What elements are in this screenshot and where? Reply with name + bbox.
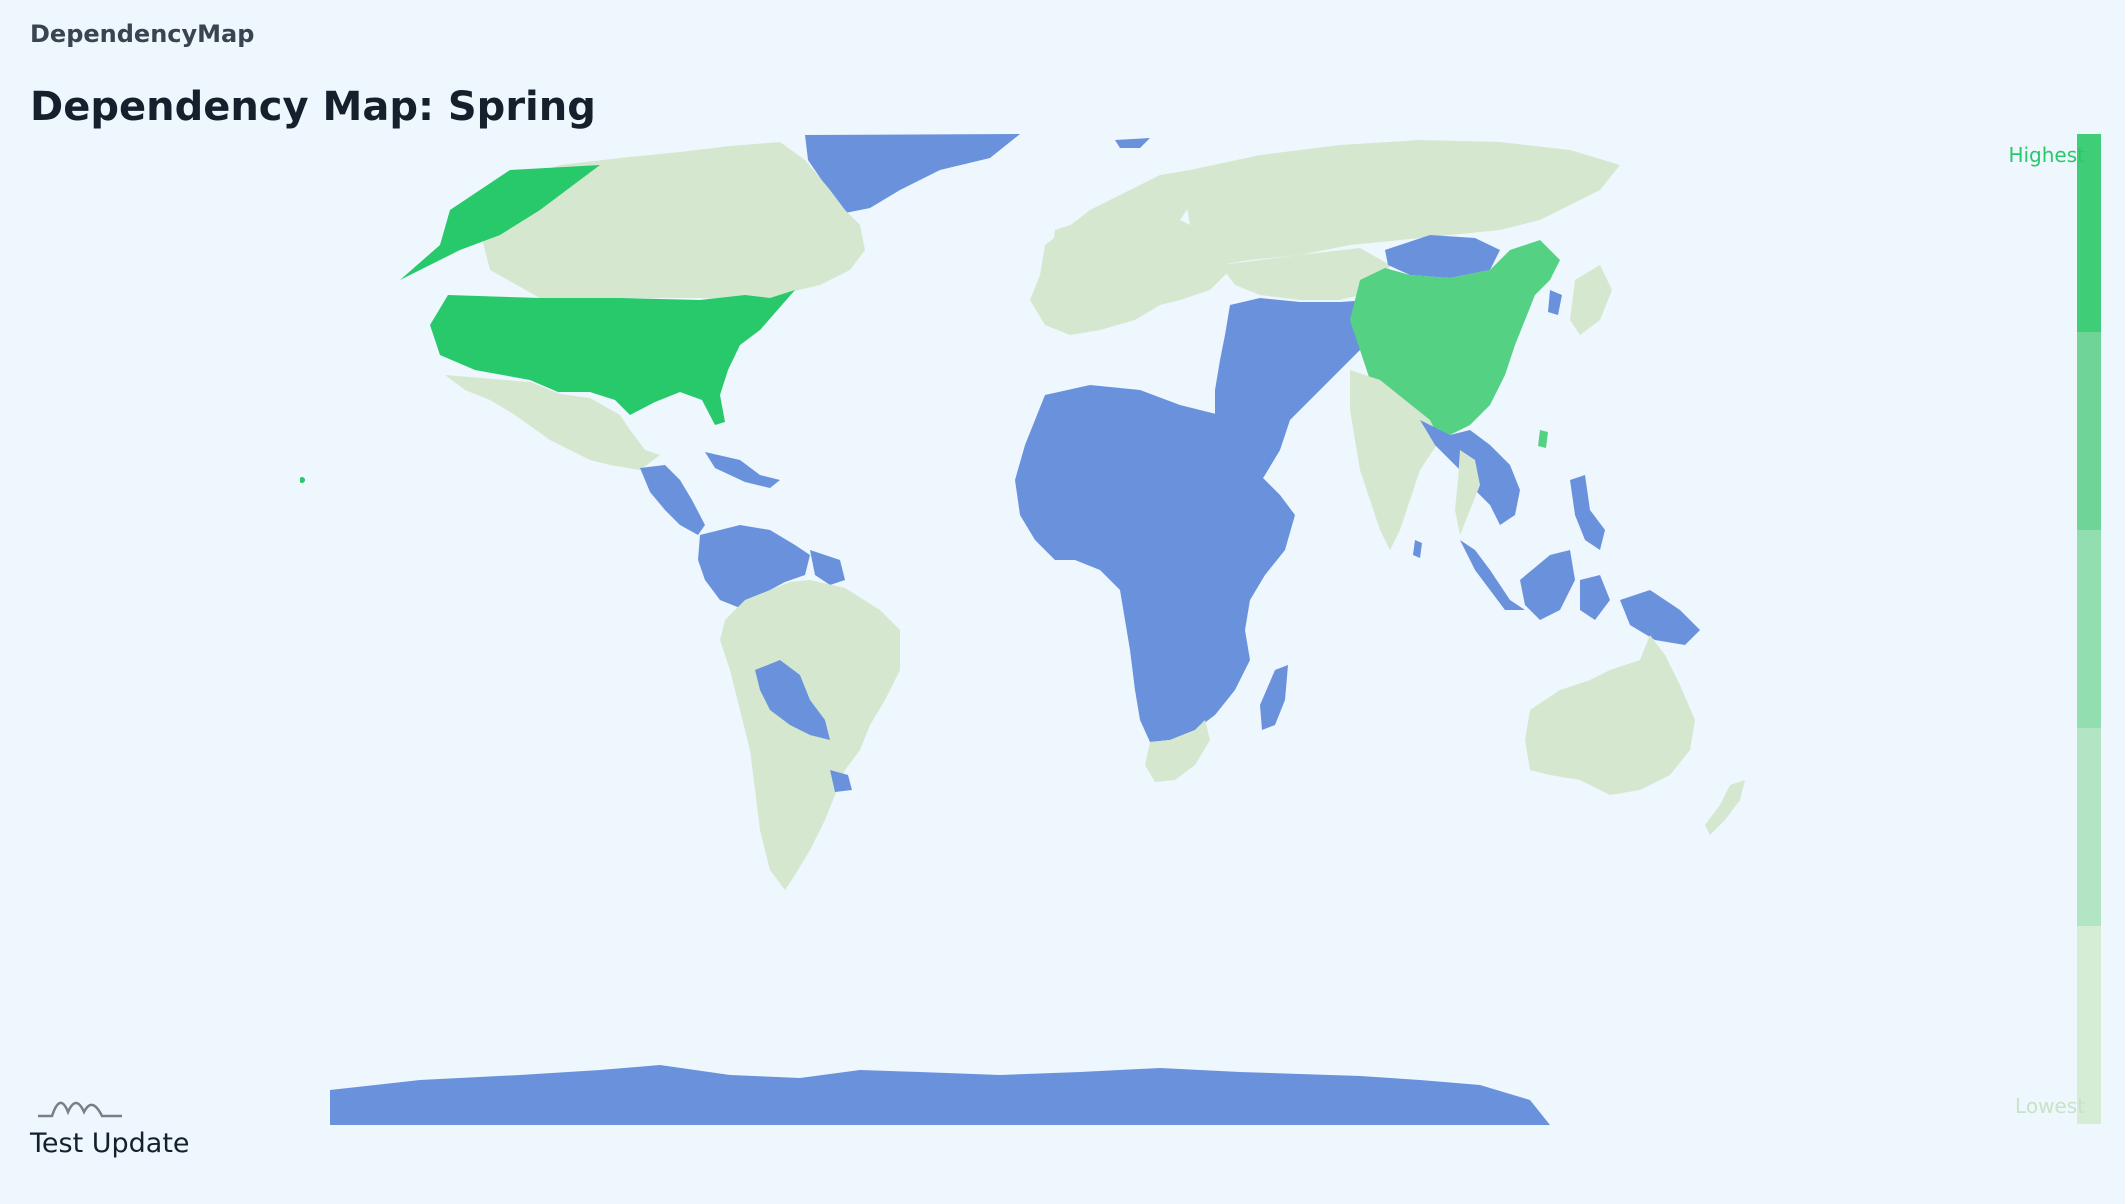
region-korea[interactable] bbox=[1548, 290, 1562, 315]
region-indonesia[interactable] bbox=[1460, 540, 1700, 645]
region-europe[interactable] bbox=[1030, 170, 1230, 335]
region-greenland[interactable] bbox=[805, 134, 1020, 215]
logo-wave-icon[interactable] bbox=[36, 1090, 124, 1120]
region-colombia-venezuela[interactable] bbox=[698, 525, 810, 608]
region-mexico[interactable] bbox=[445, 375, 660, 470]
legend-step-2 bbox=[2077, 332, 2101, 530]
region-alaska[interactable] bbox=[400, 165, 600, 280]
legend-low-label: Lowest bbox=[2015, 1094, 2085, 1118]
region-uk[interactable] bbox=[1052, 225, 1075, 260]
region-uruguay[interactable] bbox=[830, 770, 852, 792]
footer-test-update-label[interactable]: Test Update bbox=[30, 1128, 190, 1159]
region-madagascar[interactable] bbox=[1260, 665, 1288, 730]
page-title: Dependency Map: Spring bbox=[30, 84, 596, 130]
region-guianas[interactable] bbox=[810, 550, 845, 585]
legend-step-4 bbox=[2077, 728, 2101, 926]
region-antarctica[interactable] bbox=[330, 1065, 1550, 1125]
region-japan[interactable] bbox=[1570, 265, 1612, 335]
region-taiwan[interactable] bbox=[1538, 430, 1548, 448]
region-hawaii[interactable] bbox=[300, 477, 305, 483]
region-china[interactable] bbox=[1350, 240, 1560, 435]
region-australia[interactable] bbox=[1525, 635, 1695, 795]
legend-step-1 bbox=[2077, 134, 2101, 332]
region-sri-lanka[interactable] bbox=[1413, 540, 1422, 558]
region-central-asia[interactable] bbox=[1220, 248, 1390, 300]
legend-step-3 bbox=[2077, 530, 2101, 728]
region-russia[interactable] bbox=[1185, 140, 1620, 265]
region-south-africa[interactable] bbox=[1145, 720, 1210, 782]
region-philippines[interactable] bbox=[1570, 475, 1605, 550]
region-thailand[interactable] bbox=[1455, 450, 1480, 535]
brand-logo-text[interactable]: DependencyMap bbox=[30, 20, 255, 48]
region-bolivia[interactable] bbox=[755, 660, 830, 740]
region-africa[interactable] bbox=[1015, 385, 1295, 742]
legend-high-label: Highest bbox=[2008, 143, 2085, 167]
legend-step-5 bbox=[2077, 926, 2101, 1124]
region-caribbean[interactable] bbox=[705, 452, 780, 488]
world-dependency-map[interactable] bbox=[300, 130, 1820, 1130]
region-mongolia[interactable] bbox=[1385, 235, 1500, 278]
region-india[interactable] bbox=[1350, 370, 1440, 550]
region-usa[interactable] bbox=[430, 290, 795, 425]
region-new-zealand[interactable] bbox=[1705, 780, 1745, 835]
legend-color-scale bbox=[2077, 134, 2101, 1124]
region-canada[interactable] bbox=[480, 142, 865, 300]
region-svalbard[interactable] bbox=[1115, 138, 1150, 148]
region-middle-east[interactable] bbox=[1215, 298, 1385, 490]
region-central-america[interactable] bbox=[640, 465, 705, 535]
